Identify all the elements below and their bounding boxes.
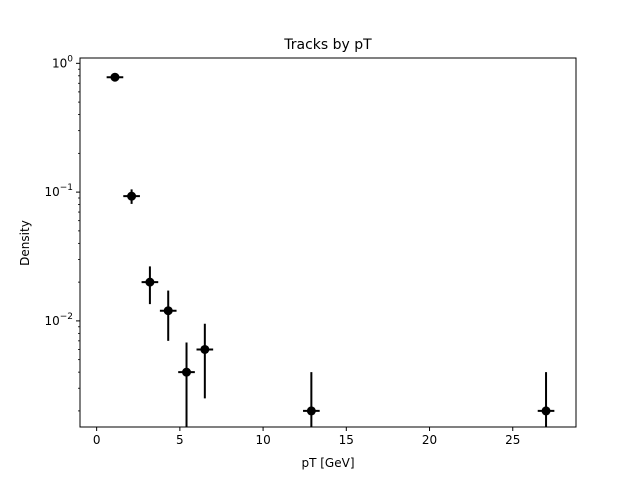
y-tick-label: 10−1 (44, 183, 73, 199)
y-axis-label: Density (18, 220, 32, 266)
plot-frame (79, 57, 577, 428)
x-tick-label: 15 (339, 433, 354, 447)
point-marker (182, 367, 192, 377)
x-axis-ticks: 0 5 10 15 20 25 (93, 427, 520, 447)
y-tick-label: 100 (52, 54, 73, 70)
x-tick-label: 20 (422, 433, 437, 447)
x-tick-label: 10 (255, 433, 270, 447)
x-tick-label: 5 (176, 433, 184, 447)
data-point (159, 290, 177, 341)
point-marker (200, 344, 210, 354)
data-point (123, 189, 140, 204)
data-point (141, 266, 159, 305)
y-axis-ticks: 100 10−1 10−2 (44, 54, 80, 412)
point-marker (145, 277, 155, 287)
data-point (106, 72, 124, 82)
point-marker (127, 191, 137, 201)
point-marker (163, 306, 173, 316)
y-tick-label: 10−2 (44, 312, 73, 328)
data-point (196, 323, 214, 399)
data-point (537, 372, 555, 427)
x-tick-label: 0 (93, 433, 101, 447)
data-point (178, 342, 195, 427)
point-marker (110, 72, 120, 82)
chart-title: Tracks by pT (283, 37, 372, 53)
x-tick-label: 25 (505, 433, 520, 447)
point-marker (541, 406, 551, 416)
data-point (303, 372, 320, 427)
data-points (106, 72, 555, 427)
x-axis-label: pT [GeV] (301, 456, 354, 470)
point-marker (306, 406, 316, 416)
